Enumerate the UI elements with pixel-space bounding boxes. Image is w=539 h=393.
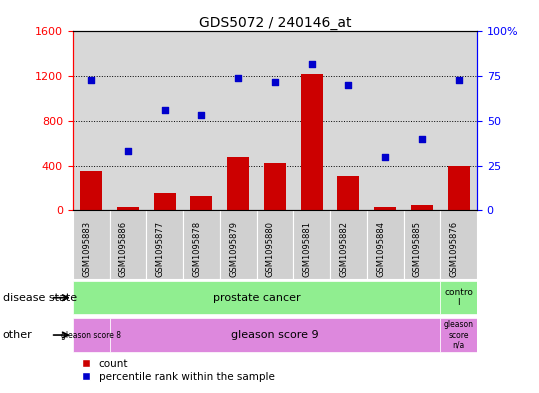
Bar (117, 207, 139, 210)
Text: gleason
score
n/a: gleason score n/a (444, 320, 474, 350)
Bar (337, 176, 360, 210)
Bar (109, 210, 146, 279)
Text: GSM1095884: GSM1095884 (376, 220, 385, 277)
Text: GSM1095877: GSM1095877 (156, 220, 164, 277)
Text: GSM1095881: GSM1095881 (302, 220, 312, 277)
Point (381, 153, 390, 160)
Bar (447, 165, 469, 210)
Text: GSM1095886: GSM1095886 (119, 220, 128, 277)
Point (234, 75, 243, 81)
Bar (154, 193, 176, 210)
Point (197, 112, 206, 119)
Bar (227, 156, 249, 210)
Bar (73, 318, 109, 352)
Text: GSM1095882: GSM1095882 (340, 220, 348, 277)
Bar (440, 281, 477, 314)
Text: GSM1095878: GSM1095878 (192, 220, 202, 277)
Title: GDS5072 / 240146_at: GDS5072 / 240146_at (199, 17, 351, 30)
Bar (301, 74, 323, 210)
Text: contro
l: contro l (444, 288, 473, 307)
Point (123, 148, 132, 154)
Point (344, 82, 353, 88)
Bar (330, 210, 367, 279)
Point (307, 61, 316, 67)
Point (271, 78, 279, 84)
Text: GSM1095880: GSM1095880 (266, 220, 275, 277)
Text: GSM1095879: GSM1095879 (229, 220, 238, 277)
Bar (257, 210, 293, 279)
Point (454, 77, 463, 83)
Bar (220, 210, 257, 279)
Text: other: other (3, 330, 32, 340)
Text: GSM1095876: GSM1095876 (450, 220, 459, 277)
Text: prostate cancer: prostate cancer (213, 293, 300, 303)
Bar (190, 196, 212, 210)
Bar (80, 171, 102, 210)
Bar (109, 318, 440, 352)
Text: disease state: disease state (3, 293, 77, 303)
Text: GSM1095883: GSM1095883 (82, 220, 91, 277)
Bar (293, 210, 330, 279)
Text: gleason score 9: gleason score 9 (231, 330, 319, 340)
Point (87, 77, 95, 83)
Bar (146, 210, 183, 279)
Bar (183, 210, 220, 279)
Bar (374, 207, 396, 210)
Text: GSM1095885: GSM1095885 (413, 220, 422, 277)
Bar (440, 318, 477, 352)
Bar (440, 210, 477, 279)
Legend: count, percentile rank within the sample: count, percentile rank within the sample (78, 354, 279, 386)
Text: gleason score 8: gleason score 8 (61, 331, 121, 340)
Bar (404, 210, 440, 279)
Bar (411, 205, 433, 210)
Bar (367, 210, 404, 279)
Bar (264, 163, 286, 210)
Bar (73, 210, 109, 279)
Point (418, 136, 426, 142)
Point (160, 107, 169, 113)
